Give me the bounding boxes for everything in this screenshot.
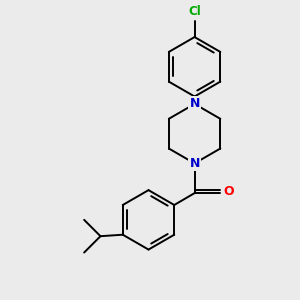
Text: N: N: [189, 157, 200, 170]
Text: O: O: [224, 185, 234, 198]
Text: Cl: Cl: [188, 5, 201, 18]
Text: N: N: [189, 98, 200, 110]
